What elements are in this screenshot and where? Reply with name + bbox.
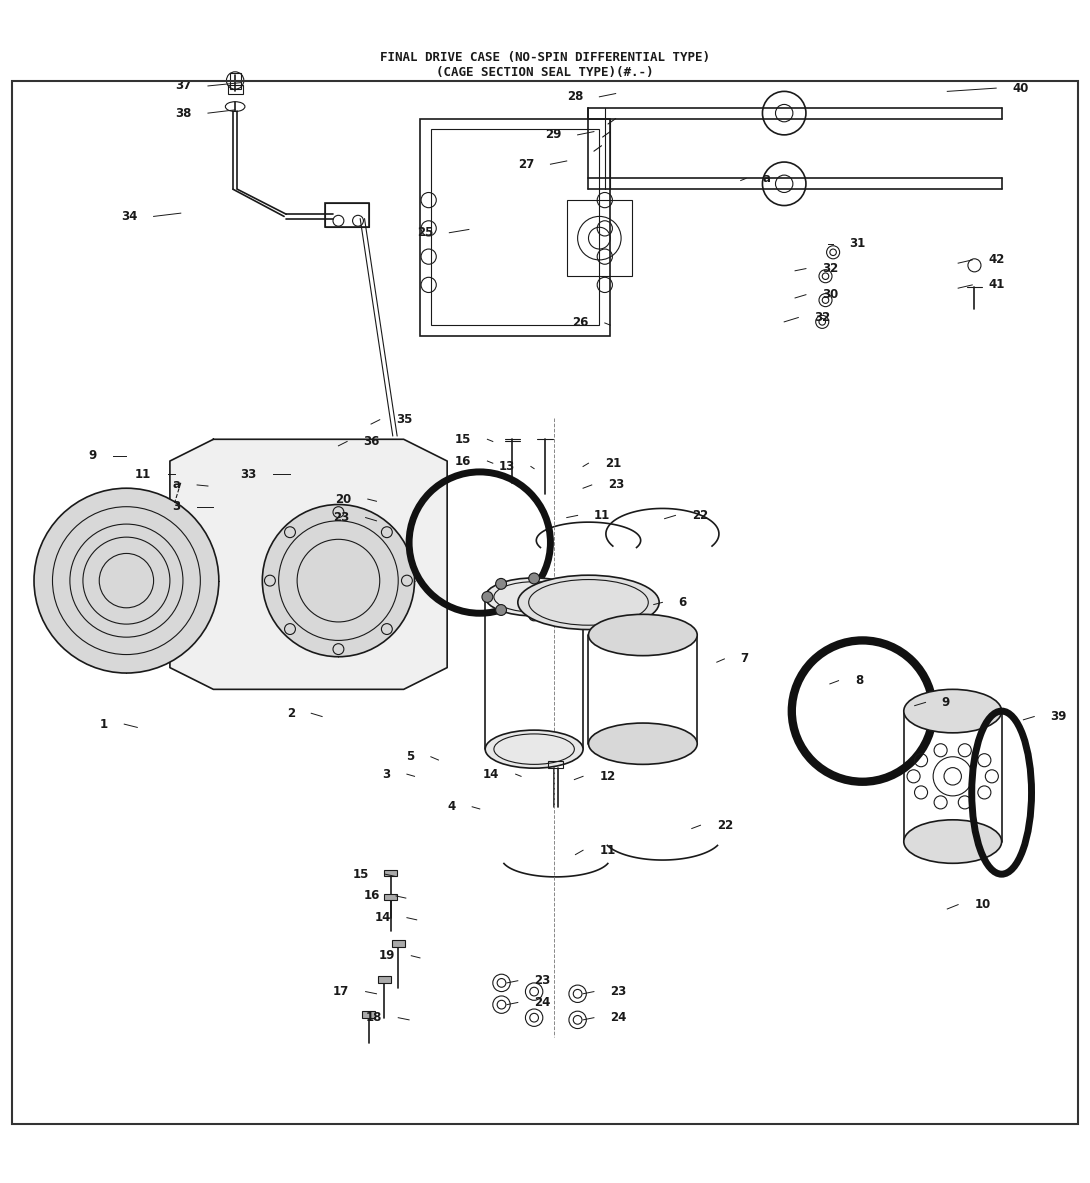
Text: 3: 3 [383, 768, 390, 781]
Text: 7: 7 [741, 652, 749, 665]
Ellipse shape [485, 578, 583, 616]
Text: 37: 37 [175, 79, 192, 92]
Text: a: a [762, 172, 771, 185]
Text: FINAL DRIVE CASE (NO-SPIN DIFFERENTIAL TYPE)
(CAGE SECTION SEAL TYPE)(#.-): FINAL DRIVE CASE (NO-SPIN DIFFERENTIAL T… [380, 51, 710, 79]
Text: 14: 14 [483, 768, 499, 781]
Text: 42: 42 [989, 253, 1005, 266]
Text: 23: 23 [534, 975, 550, 988]
Ellipse shape [904, 690, 1002, 732]
Circle shape [496, 605, 507, 615]
Text: 11: 11 [135, 467, 152, 480]
Text: 19: 19 [378, 949, 395, 962]
Text: 26: 26 [572, 317, 589, 329]
Text: 21: 21 [605, 457, 621, 470]
Circle shape [561, 605, 572, 615]
Text: 13: 13 [498, 460, 514, 473]
Text: 1: 1 [100, 718, 108, 731]
Ellipse shape [904, 820, 1002, 864]
Ellipse shape [589, 723, 698, 764]
Circle shape [263, 504, 414, 657]
Text: 35: 35 [396, 413, 412, 426]
Text: 11: 11 [594, 509, 610, 522]
Text: 31: 31 [849, 237, 865, 250]
Text: 40: 40 [1013, 82, 1029, 95]
Bar [228, 85, 243, 93]
Text: 9: 9 [942, 696, 950, 709]
Text: 24: 24 [610, 1011, 627, 1024]
Text: 3: 3 [172, 500, 181, 513]
Text: 15: 15 [352, 867, 368, 880]
Text: 2: 2 [287, 706, 295, 719]
Bar [377, 976, 390, 983]
Text: 17: 17 [334, 985, 349, 998]
Circle shape [529, 573, 540, 584]
Text: 22: 22 [717, 819, 734, 832]
Text: 28: 28 [567, 90, 583, 103]
Text: 9: 9 [88, 450, 97, 463]
Bar [391, 940, 404, 948]
Text: 23: 23 [610, 985, 627, 998]
Bar [326, 203, 368, 227]
Text: 23: 23 [608, 478, 625, 491]
Bar [567, 200, 632, 276]
Text: 39: 39 [1051, 710, 1067, 723]
Text: 6: 6 [679, 596, 687, 609]
Bar [384, 893, 397, 900]
Text: 30: 30 [822, 289, 838, 302]
Bar [420, 118, 610, 336]
Text: 8: 8 [855, 674, 863, 687]
Text: 4: 4 [448, 800, 456, 813]
Bar [431, 129, 600, 325]
Text: 14: 14 [374, 911, 390, 924]
Text: 29: 29 [545, 129, 561, 141]
Text: 16: 16 [455, 454, 471, 467]
Text: 34: 34 [121, 209, 137, 222]
Text: 33: 33 [241, 467, 257, 480]
Text: 11: 11 [600, 843, 616, 856]
Circle shape [576, 592, 586, 602]
Bar [230, 73, 241, 89]
Text: 10: 10 [974, 898, 991, 911]
Ellipse shape [485, 730, 583, 768]
Text: 23: 23 [334, 511, 349, 524]
Text: a: a [173, 478, 181, 491]
Bar [362, 1011, 375, 1017]
Text: 38: 38 [175, 106, 192, 119]
Ellipse shape [518, 575, 659, 629]
Text: 32: 32 [822, 263, 838, 276]
Text: 41: 41 [989, 278, 1005, 291]
Text: 5: 5 [407, 750, 414, 763]
Circle shape [529, 610, 540, 621]
Circle shape [561, 578, 572, 589]
Bar [384, 870, 397, 877]
Text: 36: 36 [363, 435, 379, 448]
Text: 25: 25 [416, 226, 433, 239]
Ellipse shape [589, 614, 698, 655]
Polygon shape [170, 439, 447, 690]
Bar [548, 761, 564, 768]
Text: 12: 12 [600, 770, 616, 783]
Text: 18: 18 [365, 1011, 382, 1024]
Circle shape [482, 592, 493, 602]
Text: 32: 32 [814, 311, 831, 324]
Bar [326, 203, 368, 227]
Text: 16: 16 [363, 890, 379, 903]
Text: 24: 24 [534, 996, 550, 1009]
Circle shape [34, 489, 219, 673]
Text: 27: 27 [518, 157, 534, 170]
Text: 20: 20 [336, 492, 351, 505]
Circle shape [496, 578, 507, 589]
Text: 15: 15 [455, 433, 471, 446]
Text: 22: 22 [692, 509, 708, 522]
